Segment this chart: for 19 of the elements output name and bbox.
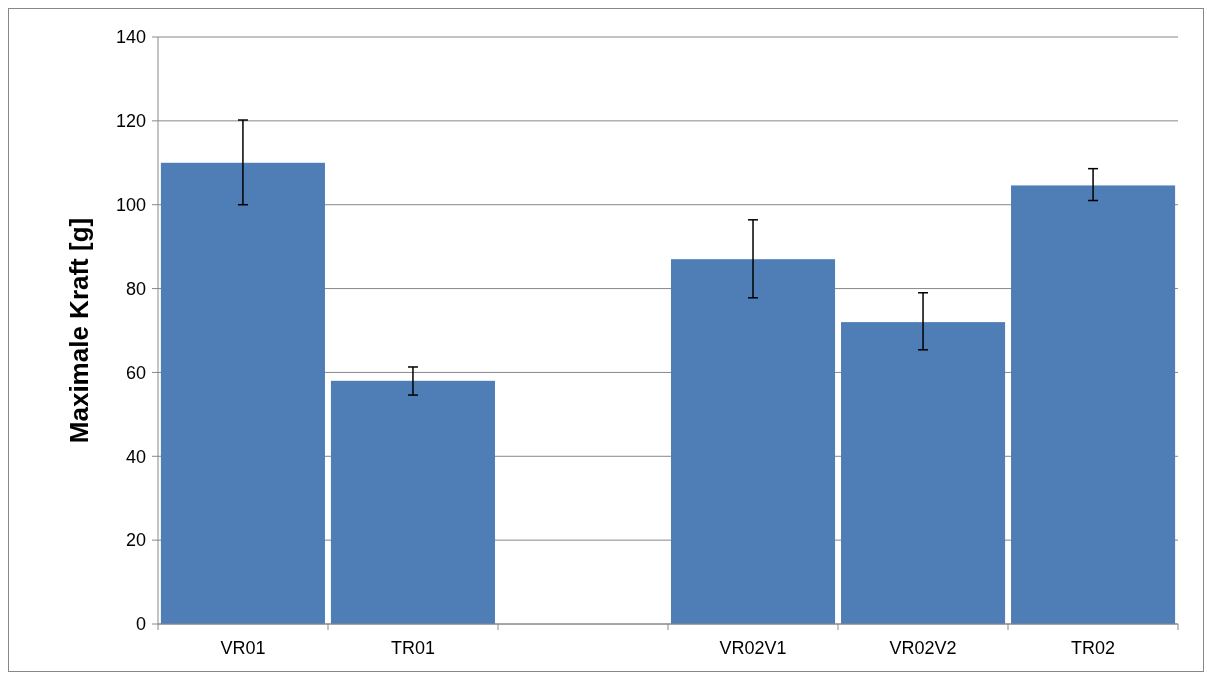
x-tick-label: VR02V1 <box>719 638 787 658</box>
x-tick-label: VR01 <box>220 638 266 658</box>
y-tick-label: 20 <box>125 530 146 551</box>
y-tick-label: 140 <box>115 27 146 48</box>
bar <box>330 380 495 624</box>
y-tick-label: 120 <box>115 111 146 132</box>
y-axis-title: Maximale Kraft [g] <box>64 217 94 444</box>
bar <box>841 322 1006 624</box>
x-tick-label: TR01 <box>390 638 435 658</box>
x-tick-label: VR02V2 <box>889 638 957 658</box>
bar <box>670 259 836 624</box>
y-tick-label: 100 <box>115 195 146 216</box>
y-tick-label: 60 <box>125 362 146 383</box>
bar <box>1011 185 1176 624</box>
y-tick-label: 80 <box>125 278 146 299</box>
y-tick-label: 0 <box>135 614 146 635</box>
x-tick-label: TR02 <box>1071 638 1116 658</box>
y-tick-label: 40 <box>125 446 146 467</box>
bar <box>160 162 325 624</box>
